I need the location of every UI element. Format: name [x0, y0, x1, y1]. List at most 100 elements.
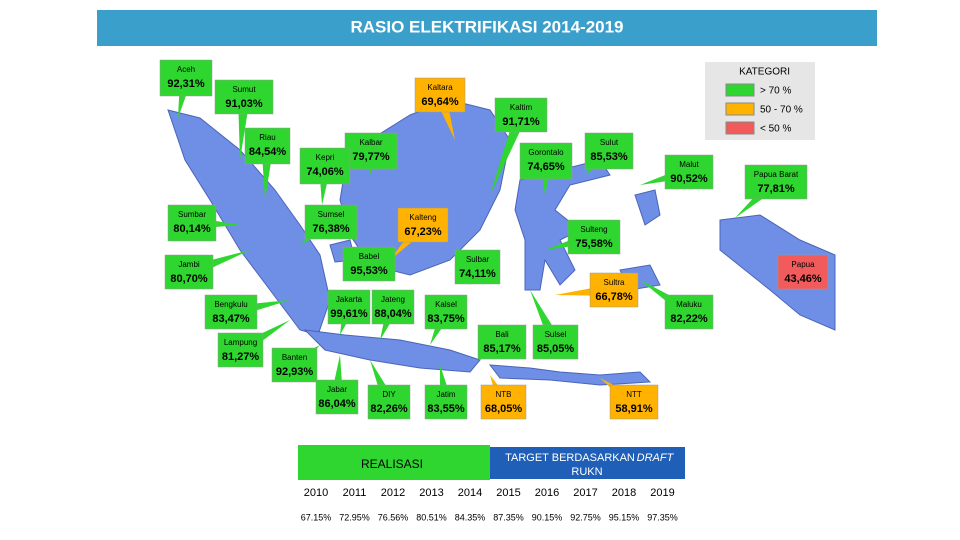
callout-box — [744, 164, 808, 200]
region-name: Kaltara — [427, 83, 453, 92]
region-value: 66,78% — [595, 291, 633, 303]
callout-box — [567, 219, 621, 255]
target-part: DRAFT — [637, 452, 675, 464]
year-value: 97.35% — [647, 512, 678, 522]
region-name: Kalteng — [409, 213, 436, 222]
callout-box — [454, 249, 501, 285]
callout-box — [477, 324, 527, 360]
callout-box — [371, 289, 415, 325]
callout-box — [304, 204, 358, 240]
region-value: 80,14% — [173, 223, 211, 235]
region-value: 83,55% — [427, 403, 465, 415]
region-name: Riau — [259, 133, 275, 142]
region-name: Maluku — [676, 300, 702, 309]
region-name: Aceh — [177, 65, 195, 74]
callout-box — [327, 289, 371, 325]
callout-box — [609, 384, 659, 420]
region-value: 67,23% — [404, 226, 442, 238]
callout-box — [299, 147, 351, 185]
callout-box — [204, 294, 258, 330]
target-header — [490, 447, 685, 479]
callout-box — [159, 59, 213, 97]
year: 2010 — [304, 487, 328, 499]
year: 2012 — [381, 487, 405, 499]
region-value: 85,17% — [483, 343, 521, 355]
region-value: 85,53% — [590, 151, 628, 163]
callout-box — [532, 324, 579, 360]
year-value: 72.95% — [339, 512, 370, 522]
callout-box — [480, 384, 527, 420]
region-name: Sulut — [600, 138, 619, 147]
region-value: 90,52% — [670, 173, 708, 185]
region-name: Kaltim — [510, 103, 533, 112]
region-value: 91,03% — [225, 98, 263, 110]
region-value: 84,54% — [249, 146, 287, 158]
callout-box — [424, 294, 468, 330]
region-name: Sulteng — [580, 225, 607, 234]
region-value: 69,64% — [421, 96, 459, 108]
region-name: Papua Barat — [754, 170, 799, 179]
legend-box — [705, 62, 815, 140]
region-name: DIY — [382, 390, 396, 399]
callout-box — [214, 79, 274, 115]
year: 2018 — [612, 487, 636, 499]
legend-swatch — [725, 83, 755, 97]
title-bar — [97, 10, 877, 46]
callout-box — [217, 332, 264, 368]
year-value: 84.35% — [455, 512, 486, 522]
region-name: Kalbar — [359, 138, 382, 147]
region-name: Kalsel — [435, 300, 457, 309]
year-value: 67.15% — [301, 512, 332, 522]
region-name: Jambi — [178, 260, 200, 269]
region-name: Bali — [495, 330, 509, 339]
year: 2016 — [535, 487, 559, 499]
region-value: 91,71% — [502, 116, 540, 128]
region-value: 74,06% — [306, 166, 344, 178]
callout-box — [777, 254, 829, 290]
callout-box — [315, 379, 359, 415]
callout-box — [664, 294, 714, 330]
region-name: Sulsel — [545, 330, 567, 339]
region-name: Kepri — [316, 153, 335, 162]
callout-box — [167, 204, 217, 242]
region-name: Sumbar — [178, 210, 206, 219]
region-value: 95,53% — [350, 265, 388, 277]
year: 2011 — [343, 487, 367, 499]
callout-pointer — [490, 112, 527, 195]
region-name: Jateng — [381, 295, 405, 304]
callout-box — [342, 246, 396, 282]
callout-box — [494, 97, 548, 133]
year: 2019 — [650, 487, 674, 499]
legend-label: 50 - 70 % — [760, 105, 803, 116]
region-value: 92,93% — [276, 366, 314, 378]
region-name: Sumut — [232, 85, 256, 94]
callout-box — [589, 272, 639, 308]
callout-box — [271, 347, 318, 383]
region-value: 68,05% — [485, 403, 523, 415]
region-value: 79,77% — [352, 151, 390, 163]
legend-title: KATEGORI — [739, 67, 790, 78]
region-name: Papua — [791, 260, 815, 269]
year: 2014 — [458, 487, 482, 499]
year-value: 80.51% — [416, 512, 447, 522]
region-name: Jakarta — [336, 295, 363, 304]
region-value: 82,22% — [670, 313, 708, 325]
region-value: 82,26% — [370, 403, 408, 415]
region-value: 86,04% — [318, 398, 356, 410]
callout-box — [519, 142, 573, 180]
region-name: Babel — [359, 252, 380, 261]
callout-box — [414, 77, 466, 113]
region-value: 74,65% — [527, 161, 565, 173]
callout-box — [244, 127, 291, 165]
title: RASIO ELEKTRIFIKASI 2014-2019 — [350, 17, 623, 36]
region-name: Malut — [679, 160, 699, 169]
region-value: 75,58% — [575, 238, 613, 250]
year-value: 95.15% — [609, 512, 640, 522]
callout-box — [397, 207, 449, 243]
callout-box — [344, 132, 398, 170]
region-value: 92,31% — [167, 78, 205, 90]
year-value: 92.75% — [570, 512, 601, 522]
legend-swatch — [725, 121, 755, 135]
region-value: 81,27% — [222, 351, 260, 363]
